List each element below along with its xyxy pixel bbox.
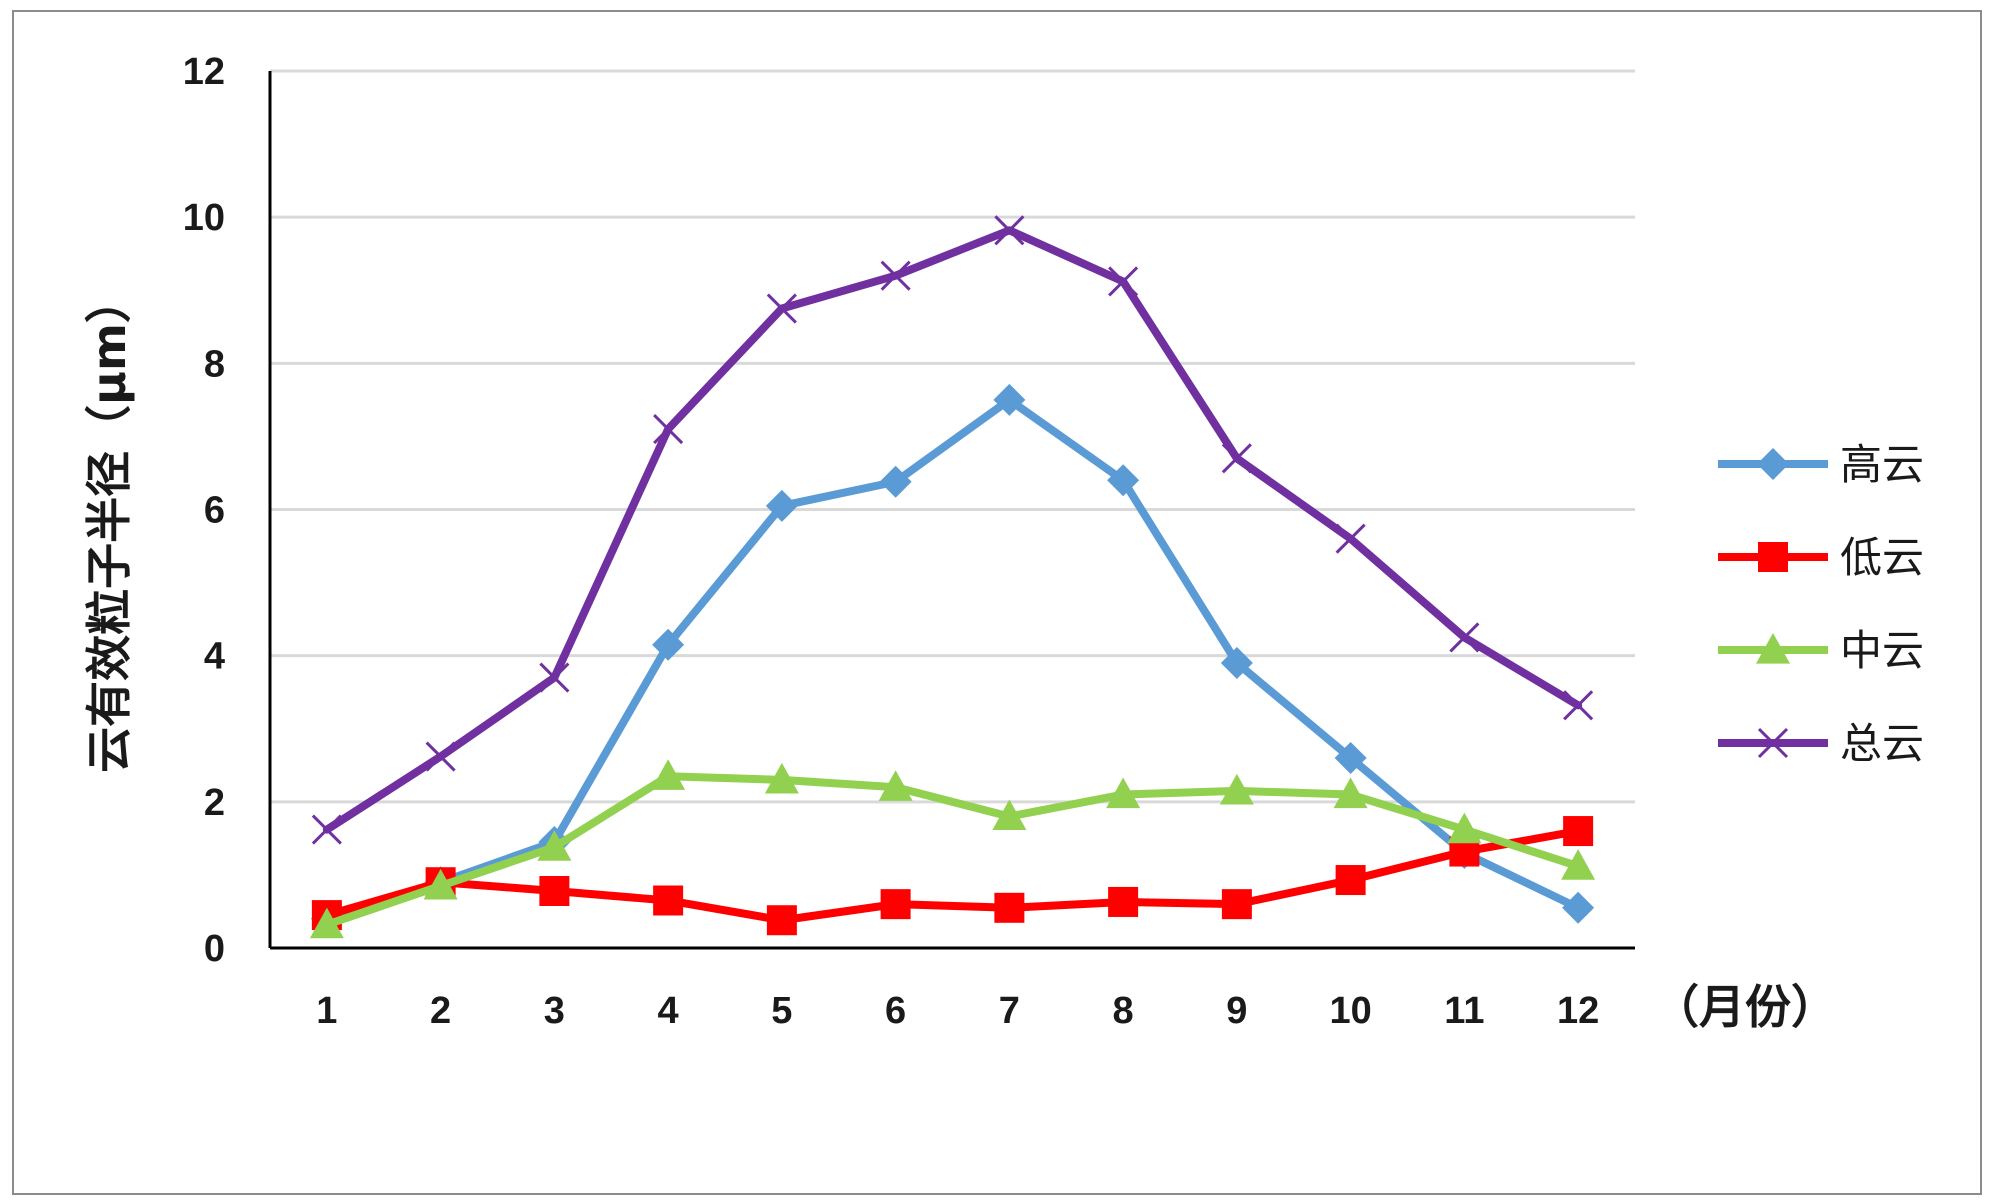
x-tick-label: 1 <box>316 990 337 1032</box>
data-point <box>880 889 911 920</box>
series-line <box>322 395 1583 923</box>
data-point <box>766 293 797 324</box>
legend-marker <box>1758 542 1788 572</box>
y-tick-label: 6 <box>204 490 225 532</box>
x-tick-labels: 1 2 3 4 5 6 7 8 9 10 11 12 <box>316 990 1599 1032</box>
series-4 <box>311 215 1594 845</box>
data-point <box>653 885 684 916</box>
legend-item: 中云 <box>1718 626 1924 675</box>
data-point <box>992 799 1027 831</box>
data-point <box>1106 777 1141 809</box>
data-point <box>311 814 342 845</box>
data-point <box>1335 865 1366 896</box>
legend-item: 低云 <box>1718 533 1924 582</box>
y-tick-label: 12 <box>183 51 225 93</box>
legend-item: 高云 <box>1718 440 1924 489</box>
y-tick-label: 2 <box>204 782 225 824</box>
data-point <box>1561 849 1596 880</box>
x-tick-label: 6 <box>885 990 906 1032</box>
data-point <box>1333 777 1368 809</box>
data-point <box>1108 266 1139 297</box>
legend-label: 低云 <box>1840 533 1924 582</box>
y-tick-label: 4 <box>204 636 225 678</box>
x-axis-title: （月份） <box>1653 980 1837 1034</box>
x-tick-label: 9 <box>1226 990 1247 1032</box>
x-tick-label: 8 <box>1113 990 1134 1032</box>
y-axis-title: 云有效粒子半径（μm） <box>82 277 136 773</box>
x-tick-label: 10 <box>1329 990 1371 1032</box>
x-tick-label: 12 <box>1557 990 1599 1032</box>
data-point <box>1334 741 1367 774</box>
data-point <box>1221 889 1252 920</box>
data-point <box>1563 816 1594 847</box>
data-point <box>765 489 798 522</box>
data-point <box>879 465 912 498</box>
x-tick-label: 4 <box>658 990 679 1032</box>
series-3 <box>309 759 1596 939</box>
data-point <box>1335 523 1366 554</box>
data-point <box>1447 812 1482 844</box>
data-point <box>1219 773 1254 805</box>
legend-label: 中云 <box>1840 626 1924 675</box>
data-point <box>1221 443 1252 474</box>
y-tick-label: 8 <box>204 343 225 385</box>
series-1 <box>310 383 1595 935</box>
data-point <box>425 741 456 772</box>
y-tick-labels: 0 2 4 6 8 10 12 <box>183 51 225 970</box>
data-point <box>537 830 572 861</box>
data-point <box>766 905 797 936</box>
data-point <box>1108 886 1139 917</box>
legend-label: 高云 <box>1840 440 1924 489</box>
x-tick-label: 7 <box>999 990 1020 1032</box>
series-line <box>322 772 1583 929</box>
chart-frame <box>12 10 1982 1195</box>
legend-label: 总云 <box>1840 719 1924 768</box>
x-tick-label: 5 <box>771 990 792 1032</box>
x-tick-label: 3 <box>544 990 565 1032</box>
x-tick-label: 11 <box>1444 990 1484 1032</box>
data-point <box>994 892 1025 923</box>
data-point <box>652 628 685 661</box>
data-point <box>878 770 913 801</box>
y-tick-label: 0 <box>204 928 225 970</box>
series-layer <box>309 215 1596 939</box>
data-point <box>1220 646 1253 679</box>
data-point <box>539 875 570 906</box>
data-point <box>1563 690 1594 721</box>
legend-marker <box>1757 727 1789 759</box>
x-tick-label: 2 <box>430 990 451 1032</box>
data-point <box>539 662 570 693</box>
legend-marker <box>1756 633 1790 664</box>
data-point <box>994 215 1025 246</box>
legend-marker <box>1757 448 1789 480</box>
data-point <box>423 868 458 900</box>
legend-item: 总云 <box>1718 719 1924 768</box>
y-tick-label: 10 <box>183 197 225 239</box>
data-point <box>651 759 686 790</box>
series-line <box>322 827 1583 925</box>
data-point <box>1449 622 1480 653</box>
data-point <box>309 907 344 939</box>
data-point <box>653 414 684 445</box>
data-point <box>1107 464 1140 497</box>
data-point <box>764 762 799 794</box>
series-2 <box>311 816 1594 936</box>
data-point <box>993 383 1026 416</box>
data-point <box>1562 891 1595 924</box>
data-point <box>880 260 911 291</box>
series-line <box>322 226 1583 834</box>
